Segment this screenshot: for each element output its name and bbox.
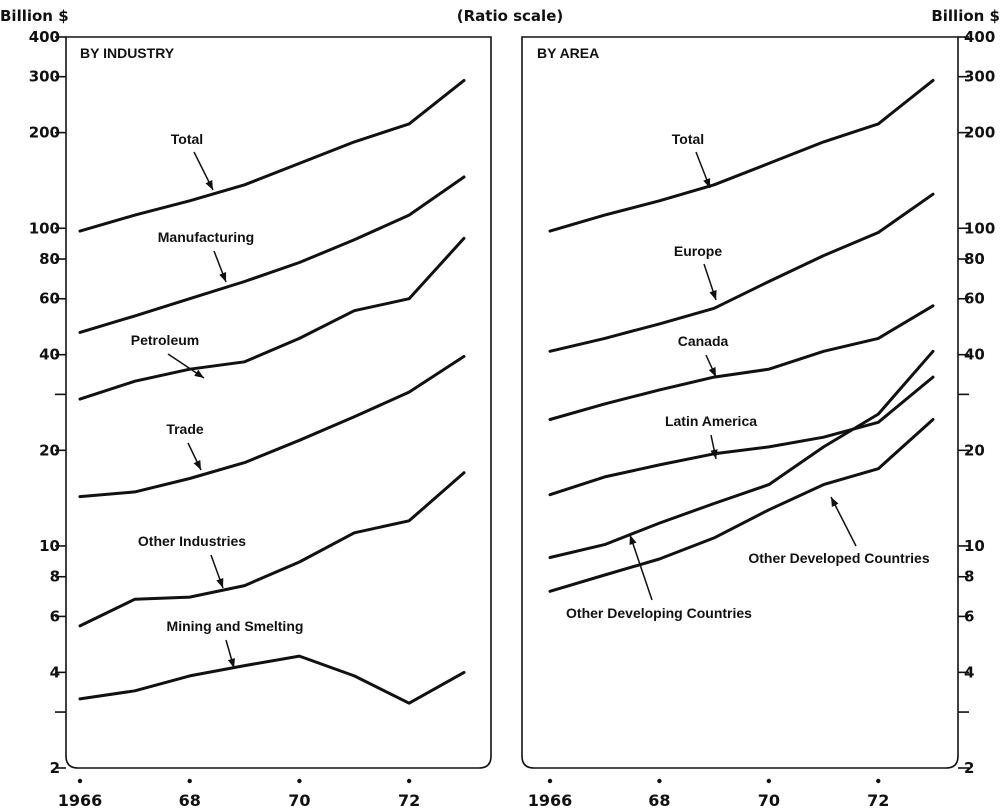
area-xtick-dot-1968 [657, 778, 662, 784]
area-ytick-label-60: 60 [964, 290, 985, 308]
industry-label-other-industries: Other Industries [138, 533, 246, 549]
industry-label-manufacturing: Manufacturing [158, 229, 254, 245]
industry-arrowhead-trade [193, 460, 201, 470]
industry-label-trade: Trade [166, 421, 204, 437]
industry-arrowhead-manufacturing [219, 272, 227, 282]
area-label-europe: Europe [674, 243, 722, 259]
area-ytick-label-20: 20 [964, 441, 985, 459]
area-panel-title: BY AREA [537, 45, 599, 61]
industry-label-petroleum: Petroleum [131, 332, 199, 348]
area-series-europe [548, 192, 935, 353]
area-arrowhead-latin-america [710, 449, 718, 459]
industry-arrowhead-other-industries [216, 578, 224, 588]
area-ytick-label-8: 8 [964, 568, 974, 586]
industry-ytick-label-400: 400 [29, 28, 60, 46]
area-arrowhead-canada [708, 367, 716, 377]
area-series-total [548, 78, 935, 233]
industry-ytick-label-10: 10 [39, 537, 60, 555]
area-xtick-label-1966: 1966 [528, 791, 573, 810]
industry-ytick-label-300: 300 [29, 68, 60, 86]
area-ytick-label-40: 40 [964, 346, 985, 364]
industry-xtick-dot-1970 [297, 778, 302, 784]
area-label-latin-america: Latin America [665, 413, 757, 429]
industry-ytick-label-60: 60 [39, 290, 60, 308]
industry-arrowhead-total [205, 180, 213, 190]
industry-series-mining-and-smelting [78, 654, 466, 705]
industry-ytick-label-6: 6 [50, 607, 60, 625]
area-arrowhead-europe [709, 290, 717, 300]
area-series-canada [548, 304, 935, 421]
area-ytick-label-400: 400 [964, 28, 995, 46]
area-ytick-label-10: 10 [964, 537, 985, 555]
industry-ytick-label-80: 80 [39, 250, 60, 268]
area-xtick-dot-1970 [766, 778, 772, 784]
area-ytick-label-300: 300 [964, 68, 995, 86]
area-ytick-label-2: 2 [964, 759, 974, 777]
area-arrowhead-other-developed-countries [831, 497, 839, 507]
industry-panel-title: BY INDUSTRY [80, 45, 175, 61]
industry-label-mining-and-smelting: Mining and Smelting [167, 618, 304, 634]
industry-xtick-label-1966: 1966 [58, 791, 103, 810]
area-label-other-developed-countries: Other Developed Countries [748, 550, 929, 566]
industry-panel: BY INDUSTRY24681020406080100200300400196… [29, 28, 492, 810]
area-xtick-dot-1966 [547, 778, 553, 784]
area-series-latin-america [548, 375, 935, 497]
industry-ytick-label-2: 2 [50, 759, 60, 777]
area-ytick-label-100: 100 [964, 219, 995, 237]
industry-ytick-label-8: 8 [50, 568, 60, 586]
industry-ytick-label-200: 200 [29, 124, 60, 142]
area-label-canada: Canada [678, 333, 729, 349]
area-ytick-label-6: 6 [964, 607, 974, 625]
area-arrowhead-other-developing-countries [629, 535, 637, 545]
area-ytick-label-80: 80 [964, 250, 985, 268]
area-xtick-label-1968: 68 [648, 791, 670, 810]
area-series-other-developed-countries [548, 418, 935, 593]
industry-xtick-label-1968: 68 [179, 791, 201, 810]
industry-series-manufacturing [78, 175, 466, 334]
ratio-scale-note: (Ratio scale) [457, 7, 563, 25]
area-ytick-label-4: 4 [964, 663, 974, 681]
industry-series-petroleum [78, 236, 466, 401]
industry-panel-frame [65, 36, 492, 769]
area-series-other-developing-countries [548, 349, 935, 559]
area-xtick-label-1970: 70 [758, 791, 780, 810]
industry-series-other-industries [78, 471, 466, 628]
industry-xtick-dot-1968 [187, 778, 192, 784]
area-ytick-label-200: 200 [964, 124, 995, 142]
area-label-total: Total [672, 131, 704, 147]
area-panel-frame [521, 36, 959, 769]
left-unit-label: Billion $ [0, 7, 69, 25]
industry-ytick-label-40: 40 [39, 346, 60, 364]
industry-series-total [78, 78, 466, 233]
area-xtick-dot-1972 [876, 778, 881, 784]
industry-series-trade [78, 354, 466, 499]
area-arrowhead-total [703, 178, 711, 188]
industry-ytick-label-100: 100 [29, 219, 60, 237]
industry-arrowhead-mining-and-smelting [227, 658, 235, 668]
industry-ytick-label-20: 20 [39, 441, 60, 459]
industry-ytick-label-4: 4 [50, 663, 60, 681]
industry-xtick-label-1972: 72 [398, 791, 420, 810]
area-label-other-developing-countries: Other Developing Countries [566, 605, 752, 621]
industry-xtick-label-1970: 70 [288, 791, 310, 810]
right-unit-label: Billion $ [931, 7, 1000, 25]
industry-xtick-dot-1966 [77, 778, 83, 784]
area-xtick-label-1972: 72 [867, 791, 889, 810]
area-arrow-other-developing-countries [629, 534, 653, 601]
industry-xtick-dot-1972 [406, 778, 412, 784]
industry-label-total: Total [171, 131, 203, 147]
industry-arrowhead-petroleum [194, 369, 204, 378]
